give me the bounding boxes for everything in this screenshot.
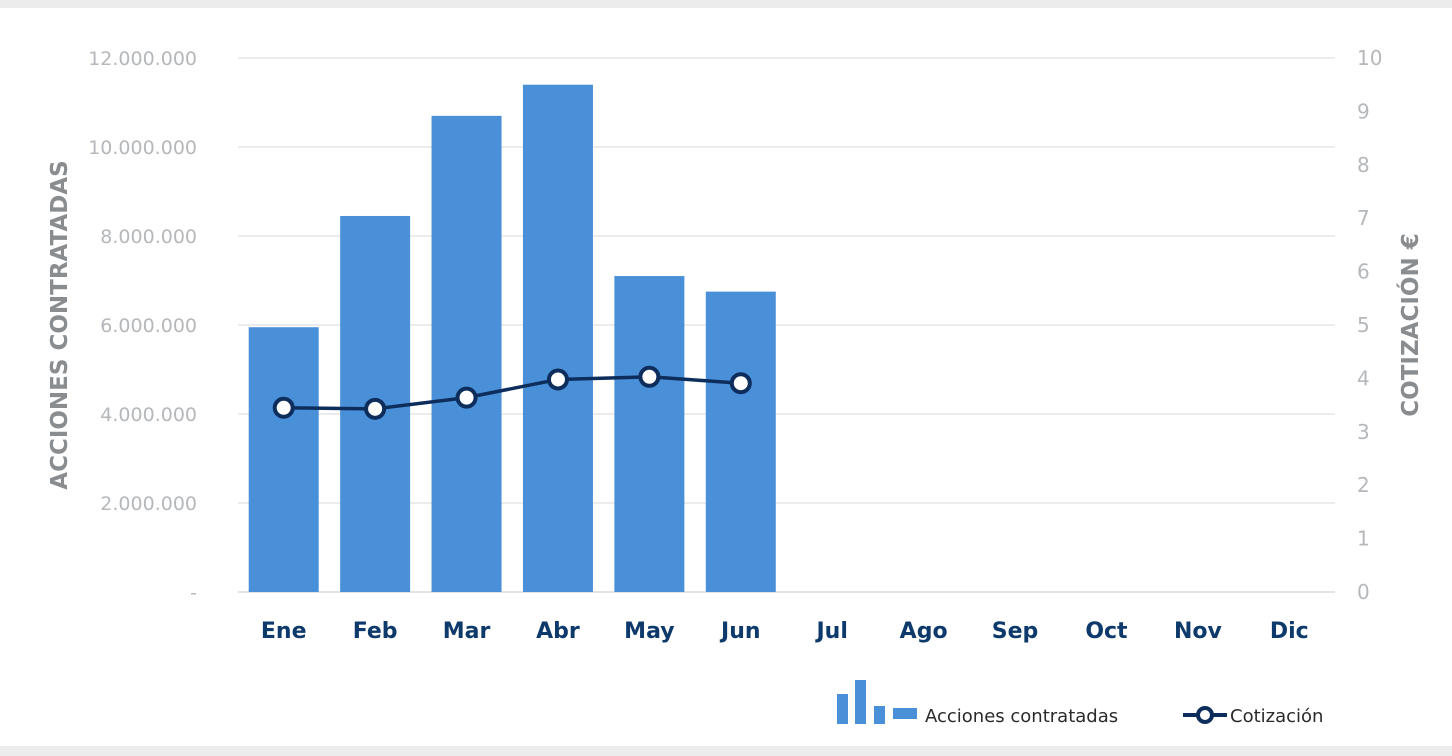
bottom-border	[0, 746, 1452, 756]
cotizacion-line	[283, 375, 741, 411]
top-border	[0, 0, 1452, 8]
category-label: Ene	[261, 619, 307, 644]
right-tick-label: 1	[1357, 527, 1370, 551]
category-label: Jul	[815, 619, 848, 644]
category-labels: Ene Feb Mar Abr May Jun Jul Ago Sep Oct Nov Dic	[261, 619, 1309, 644]
bar	[522, 84, 593, 592]
bar	[705, 291, 776, 592]
right-tick-label: 8	[1357, 153, 1370, 177]
category-label: Mar	[443, 619, 491, 644]
category-label: May	[624, 619, 674, 644]
left-tick-label: 2.000.000	[100, 493, 197, 515]
line-point	[364, 397, 387, 420]
left-tick-label: 10.000.000	[88, 137, 197, 159]
left-tick-label: 8.000.000	[100, 226, 197, 248]
line-point	[546, 368, 569, 391]
right-tick-label: 3	[1357, 420, 1370, 444]
left-axis-title: ACCIONES CONTRATADAS	[47, 160, 73, 489]
legend-label-acciones: Acciones contratadas	[925, 706, 1118, 727]
right-tick-label: 5	[1357, 313, 1370, 337]
right-tick-label: 2	[1357, 473, 1370, 497]
right-axis-title: COTIZACIÓN €	[1396, 233, 1424, 416]
category-label: Nov	[1174, 619, 1223, 644]
category-label: Sep	[992, 619, 1039, 644]
category-label: Dic	[1270, 619, 1309, 644]
bar	[431, 115, 502, 592]
left-tick-label: 4.000.000	[100, 404, 197, 426]
left-axis-ticks: - 2.000.000 4.000.000 6.000.000 8.000.000 10.…	[88, 48, 197, 604]
legend: Acciones contratadas Cotización	[837, 680, 1323, 727]
line-point	[638, 365, 661, 388]
bar	[614, 276, 685, 592]
line-point	[272, 396, 295, 419]
line-series	[272, 365, 752, 420]
category-label: Ago	[900, 619, 948, 644]
right-tick-label: 0	[1357, 580, 1370, 604]
category-label: Abr	[536, 619, 580, 644]
line-marker-icon	[1183, 706, 1227, 724]
right-tick-label: 4	[1357, 366, 1370, 390]
right-tick-label: 10	[1357, 46, 1382, 70]
gridlines	[238, 57, 1335, 593]
line-point	[455, 386, 478, 409]
category-label: Feb	[353, 619, 398, 644]
line-point	[729, 372, 752, 395]
bar-chart-icon	[837, 680, 917, 724]
left-tick-label: 6.000.000	[100, 315, 197, 337]
bar-series	[248, 84, 776, 592]
right-tick-label: 9	[1357, 99, 1370, 123]
right-tick-label: 7	[1357, 206, 1370, 230]
legend-label-cotizacion: Cotización	[1230, 706, 1323, 727]
bar	[248, 327, 319, 592]
right-tick-label: 6	[1357, 260, 1370, 284]
category-label: Jun	[719, 619, 761, 644]
category-label: Oct	[1085, 619, 1128, 644]
left-tick-label: -	[190, 582, 197, 604]
left-tick-label: 12.000.000	[88, 48, 197, 70]
right-axis-ticks: 0 1 2 3 4 5 6 7 8 9 10	[1357, 46, 1382, 604]
